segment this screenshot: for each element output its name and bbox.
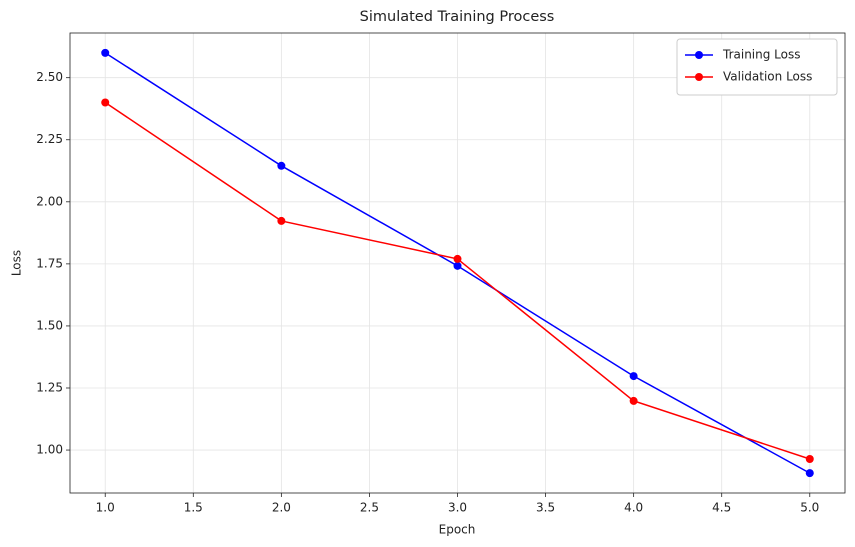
data-point	[101, 48, 110, 57]
x-axis-label: Epoch	[439, 523, 476, 537]
chart-title: Simulated Training Process	[360, 9, 555, 25]
y-tick-label: 2.50	[36, 70, 63, 84]
y-tick-label: 1.75	[36, 256, 63, 270]
data-point	[277, 216, 286, 225]
data-point	[453, 254, 462, 263]
legend-marker	[695, 73, 703, 81]
x-tick-label: 3.5	[536, 501, 555, 515]
x-tick-label: 5.0	[800, 501, 819, 515]
y-tick-label: 2.00	[36, 194, 63, 208]
x-tick-label: 3.0	[448, 501, 467, 515]
x-tick-label: 1.5	[184, 501, 203, 515]
data-point	[453, 261, 462, 270]
x-tick-label: 4.5	[712, 501, 731, 515]
legend-label: Validation Loss	[723, 70, 812, 84]
plot-frame	[69, 32, 846, 494]
data-point	[629, 396, 638, 405]
x-tick-label: 2.5	[360, 501, 379, 515]
legend-box	[676, 38, 838, 96]
y-tick-label: 1.50	[36, 318, 63, 332]
x-tick-label: 4.0	[624, 501, 643, 515]
x-tick-label: 2.0	[272, 501, 291, 515]
y-axis-label: Loss	[10, 250, 24, 276]
y-tick-label: 1.00	[36, 443, 63, 457]
data-point	[805, 469, 814, 478]
data-point	[277, 161, 286, 170]
y-tick-label: 1.25	[36, 380, 63, 394]
legend-label: Training Loss	[722, 48, 800, 62]
y-tick-label: 2.25	[36, 132, 63, 146]
data-point	[101, 98, 110, 107]
legend-marker	[695, 51, 703, 59]
data-point	[805, 454, 814, 463]
data-point	[629, 372, 638, 381]
x-tick-label: 1.0	[96, 501, 115, 515]
